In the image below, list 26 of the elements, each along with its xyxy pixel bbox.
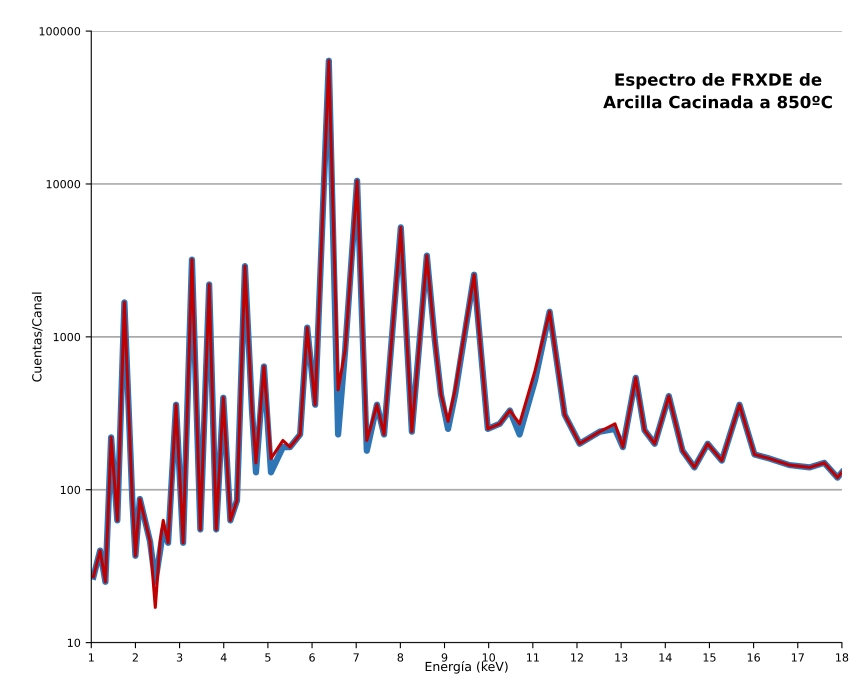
x-tick-label: 8 xyxy=(398,653,404,662)
y-tick-label: 1000 xyxy=(54,332,80,342)
x-tick-label: 16 xyxy=(748,653,760,662)
y-tick-label: 10000 xyxy=(46,180,80,188)
x-tick-label: 17 xyxy=(792,653,804,662)
x-tick-label: 10 xyxy=(482,653,495,662)
x-tick-label: 7 xyxy=(354,653,359,662)
y-axis-title: Cuentas/Canal xyxy=(32,292,43,382)
x-tick-label: 5 xyxy=(265,653,270,662)
x-tick-label: 4 xyxy=(220,653,227,662)
x-axis-title: Energía (keV) xyxy=(426,661,508,674)
x-tick-label: 18 xyxy=(836,653,848,662)
x-tick-label: 11 xyxy=(526,653,539,662)
x-tick-label: 14 xyxy=(659,653,672,662)
x-tick-label: 13 xyxy=(615,653,628,662)
x-tick-label: 6 xyxy=(309,653,315,662)
x-tick-label: 12 xyxy=(571,653,583,662)
x-tick-label: 1 xyxy=(88,653,94,662)
text: Espectro de FRXDE de Arcilla Cacinada a 850ºC xyxy=(603,72,832,108)
x-tick-label: 3 xyxy=(176,653,182,662)
x-tick-label: 9 xyxy=(442,653,448,662)
x-tick-label: 15 xyxy=(704,653,716,662)
x-tick-label: 2 xyxy=(132,653,138,662)
y-tick-label: 100000 xyxy=(40,27,80,36)
y-tick-label: 10 xyxy=(68,638,80,648)
y-tick-label: 100 xyxy=(60,486,80,494)
